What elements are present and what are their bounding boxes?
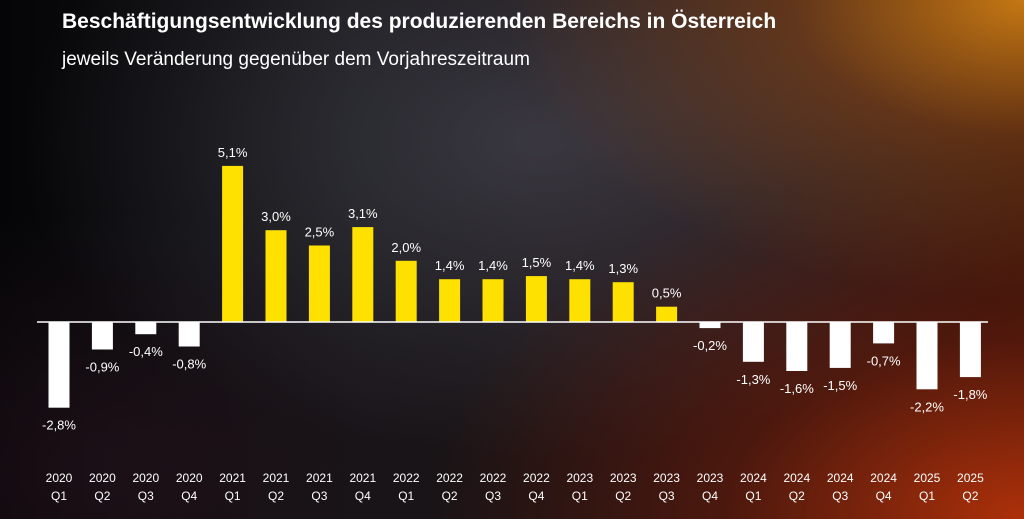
x-tick-year: 2024 (870, 471, 897, 485)
x-tick-year: 2020 (132, 471, 159, 485)
bar (786, 322, 808, 371)
x-tick-year: 2022 (480, 471, 507, 485)
x-tick-year: 2022 (393, 471, 420, 485)
x-tick-year: 2023 (566, 471, 593, 485)
bar (439, 279, 461, 322)
bar (656, 306, 678, 322)
x-tick-year: 2025 (914, 471, 941, 485)
x-tick-year: 2021 (349, 471, 376, 485)
x-tick-quarter: Q4 (181, 489, 197, 503)
bar (916, 322, 938, 390)
x-tick-quarter: Q3 (485, 489, 501, 503)
x-tick-year: 2020 (176, 471, 203, 485)
x-tick-year: 2021 (306, 471, 333, 485)
x-tick-quarter: Q2 (442, 489, 458, 503)
x-tick-quarter: Q4 (702, 489, 718, 503)
data-label: 1,4% (435, 258, 465, 273)
bar (395, 260, 417, 322)
data-label: -1,6% (780, 381, 814, 396)
data-label: -1,5% (823, 378, 857, 393)
x-tick-year: 2021 (263, 471, 290, 485)
data-label: 1,3% (608, 261, 638, 276)
data-label: 2,5% (305, 225, 335, 240)
x-tick-quarter: Q3 (311, 489, 327, 503)
data-label: -1,3% (736, 372, 770, 387)
x-tick-year: 2023 (653, 471, 680, 485)
data-label: -2,8% (42, 418, 76, 433)
bar (525, 276, 547, 322)
data-label: 2,0% (391, 240, 421, 255)
x-tick-quarter: Q4 (355, 489, 371, 503)
x-tick-year: 2023 (697, 471, 724, 485)
bar (352, 227, 374, 322)
x-tick-year: 2023 (610, 471, 637, 485)
data-label: -0,7% (867, 353, 901, 368)
x-tick-year: 2022 (436, 471, 463, 485)
data-label: -0,8% (172, 357, 206, 372)
x-tick-quarter: Q3 (832, 489, 848, 503)
chart-title: Beschäftigungsentwicklung des produziere… (62, 10, 777, 33)
x-tick-quarter: Q1 (745, 489, 761, 503)
x-tick-year: 2024 (740, 471, 767, 485)
bar (482, 279, 504, 322)
x-tick-year: 2024 (783, 471, 810, 485)
bar (135, 322, 157, 335)
bar (699, 322, 721, 329)
x-tick-quarter: Q2 (268, 489, 284, 503)
data-label: -1,8% (953, 387, 987, 402)
x-tick-quarter: Q1 (398, 489, 414, 503)
x-tick-quarter: Q1 (572, 489, 588, 503)
data-label: 3,1% (348, 206, 378, 221)
bar (742, 322, 764, 362)
bar (959, 322, 981, 378)
data-label: -0,9% (85, 360, 119, 375)
x-tick-quarter: Q2 (615, 489, 631, 503)
bar (612, 282, 634, 322)
x-tick-year: 2024 (827, 471, 854, 485)
x-tick-quarter: Q3 (138, 489, 154, 503)
x-tick-quarter: Q2 (962, 489, 978, 503)
x-tick-year: 2025 (957, 471, 984, 485)
x-tick-quarter: Q1 (51, 489, 67, 503)
x-tick-year: 2020 (89, 471, 116, 485)
x-tick-year: 2020 (46, 471, 73, 485)
bar (265, 230, 287, 322)
data-label: 3,0% (261, 209, 291, 224)
x-tick-quarter: Q3 (659, 489, 675, 503)
bar (308, 245, 330, 322)
bar (873, 322, 895, 344)
bar (569, 279, 591, 322)
bar (829, 322, 851, 368)
bar (91, 322, 113, 350)
x-tick-year: 2021 (219, 471, 246, 485)
data-label: 5,1% (218, 145, 248, 160)
chart-subtitle: jeweils Veränderung gegenüber dem Vorjah… (62, 49, 530, 70)
x-tick-quarter: Q2 (94, 489, 110, 503)
data-label: 1,5% (522, 255, 552, 270)
x-tick-quarter: Q2 (789, 489, 805, 503)
data-label: 1,4% (565, 258, 595, 273)
x-tick-year: 2022 (523, 471, 550, 485)
bar (48, 322, 70, 408)
data-label: 1,4% (478, 258, 508, 273)
data-label: 0,5% (652, 286, 682, 301)
x-tick-quarter: Q4 (876, 489, 892, 503)
x-tick-quarter: Q1 (919, 489, 935, 503)
x-tick-quarter: Q4 (528, 489, 544, 503)
bar (178, 322, 200, 347)
data-label: -0,4% (129, 344, 163, 359)
x-tick-quarter: Q1 (225, 489, 241, 503)
data-label: -2,2% (910, 399, 944, 414)
bar (222, 165, 244, 322)
data-label: -0,2% (693, 338, 727, 353)
